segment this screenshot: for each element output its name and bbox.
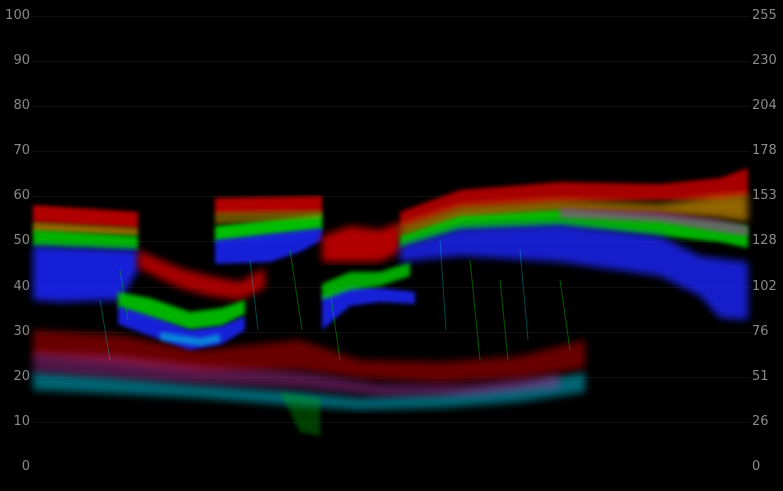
gridline bbox=[33, 287, 750, 288]
left-scale-label: 0 bbox=[21, 459, 30, 474]
waveform-low-band-magenta bbox=[33, 352, 560, 396]
right-scale-label: 153 bbox=[752, 188, 777, 203]
waveform-block-red bbox=[215, 196, 322, 214]
waveform-block-blue bbox=[215, 228, 322, 264]
right-scale-label: 204 bbox=[752, 98, 777, 113]
waveform-left-red bbox=[33, 205, 138, 228]
right-scale-label: 76 bbox=[752, 324, 769, 339]
left-scale-label: 90 bbox=[13, 53, 30, 68]
waveform-spike-cyan bbox=[99, 239, 529, 361]
right-scale-label: 230 bbox=[752, 53, 777, 68]
right-scale-label: 102 bbox=[752, 279, 777, 294]
waveform-valley-blue bbox=[322, 286, 415, 330]
waveform-valley-red bbox=[322, 222, 400, 262]
waveform-dip-green bbox=[118, 292, 245, 330]
waveform-floor-green bbox=[280, 392, 320, 436]
gridline bbox=[33, 196, 750, 197]
waveform-left-blue bbox=[33, 246, 138, 302]
gridline bbox=[33, 106, 750, 107]
gridline bbox=[33, 61, 750, 62]
right-scale-label: 26 bbox=[752, 414, 769, 429]
gridline bbox=[33, 332, 750, 333]
right-scale-label: 128 bbox=[752, 233, 777, 248]
waveform-block-green bbox=[215, 214, 322, 242]
right-scale-label: 255 bbox=[752, 8, 777, 23]
waveform-right-red bbox=[400, 168, 748, 228]
waveform-dip-cyan bbox=[160, 332, 220, 346]
gridline bbox=[33, 16, 750, 17]
left-scale-label: 40 bbox=[13, 279, 30, 294]
left-scale-label: 30 bbox=[13, 324, 30, 339]
gridline bbox=[33, 151, 750, 152]
left-scale-label: 80 bbox=[13, 98, 30, 113]
waveform-right-orange bbox=[400, 194, 748, 238]
left-scale-label: 60 bbox=[13, 188, 30, 203]
left-scale-label: 100 bbox=[5, 8, 30, 23]
right-scale-label: 51 bbox=[752, 369, 769, 384]
waveform-spike-green bbox=[119, 249, 571, 361]
waveform-block-orange bbox=[215, 210, 322, 224]
waveform-right-blue bbox=[400, 224, 748, 320]
waveform-valley-green bbox=[322, 262, 410, 300]
left-scale-label: 20 bbox=[13, 369, 30, 384]
left-scale-label: 70 bbox=[13, 143, 30, 158]
waveform-low-band-cyan bbox=[33, 372, 585, 410]
left-scale-label: 10 bbox=[13, 414, 30, 429]
right-scale-label: 178 bbox=[752, 143, 777, 158]
waveform-right-magenta bbox=[560, 208, 748, 236]
waveform-left-green bbox=[33, 230, 138, 250]
right-scale-label: 0 bbox=[752, 459, 761, 474]
gridline bbox=[33, 422, 750, 423]
left-scale-label: 50 bbox=[13, 233, 30, 248]
waveform-dip-red bbox=[138, 250, 265, 300]
